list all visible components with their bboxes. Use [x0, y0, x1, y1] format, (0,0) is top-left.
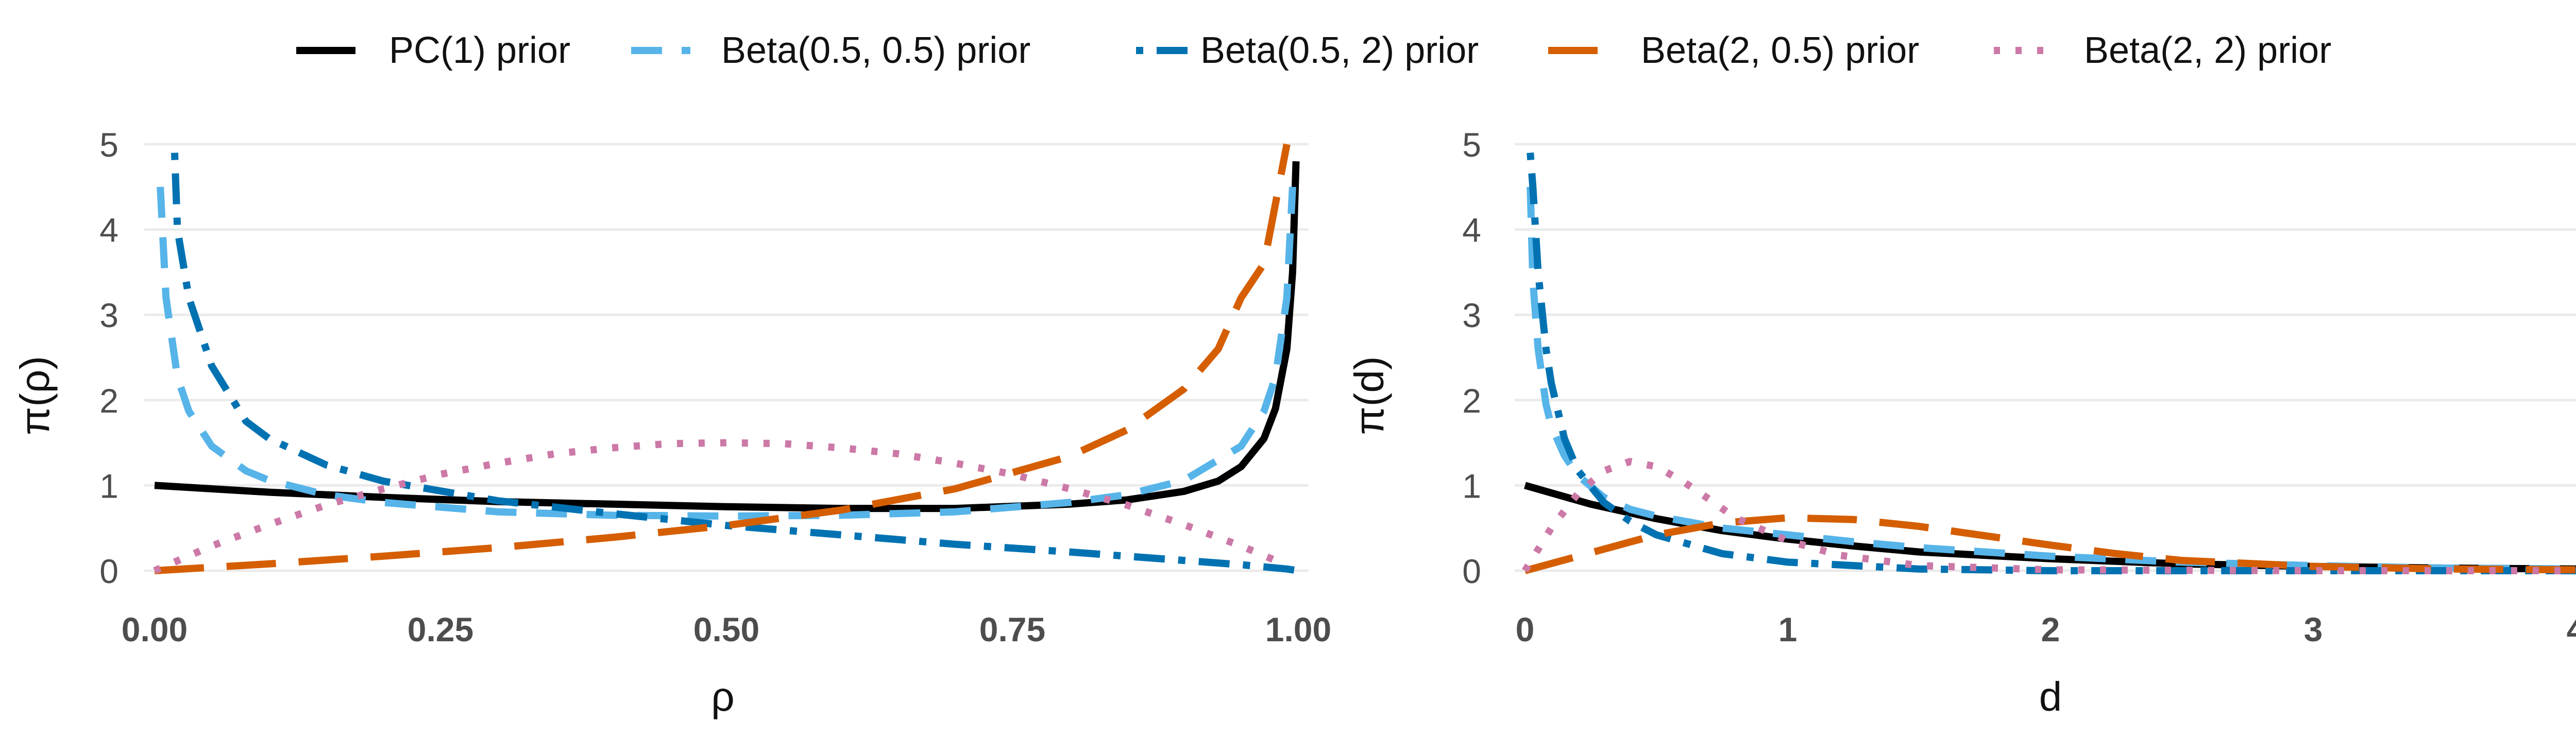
- rho-panel-x-axis-title: ρ: [711, 674, 735, 720]
- d-y-tick-label: 2: [1462, 382, 1481, 420]
- d-y-tick-label: 5: [1462, 126, 1481, 164]
- rho-density-panel: 0 1 2 3 4 5 0.00 0.25 0.50 0.75 1.00: [99, 126, 1331, 648]
- d-x-tick-label: 0: [1516, 610, 1535, 648]
- d-density-panel: 0 1 2 3 4 5 0 1 2 3 4: [1462, 126, 2576, 648]
- legend-label-beta-05-05: Beta(0.5, 0.5) prior: [721, 30, 1030, 71]
- rho-series-beta-2-0-5-prior: [154, 143, 1291, 574]
- rho-x-tick-label: 0.50: [693, 610, 759, 648]
- legend-label-beta-2-2: Beta(2, 2) prior: [2084, 30, 2331, 71]
- rho-y-tick-label: 3: [99, 296, 118, 334]
- d-y-tick-label: 0: [1462, 552, 1481, 590]
- legend-label-beta-2-05: Beta(2, 0.5) prior: [1641, 30, 1919, 71]
- d-y-tick-label: 4: [1462, 211, 1481, 249]
- legend-item-beta-2-2: Beta(2, 2) prior: [1994, 30, 2331, 71]
- rho-series-beta-0-5-2-prior: [171, 152, 1299, 574]
- rho-x-tick-label: 0.25: [408, 610, 473, 648]
- legend-item-pc1: PC(1) prior: [296, 30, 570, 71]
- d-series-beta-2-0-5-prior: [1524, 514, 2576, 574]
- d-y-tick-label: 1: [1462, 467, 1481, 505]
- rho-y-tick-label: 1: [99, 467, 118, 505]
- d-panel-y-axis-title: π(d): [1346, 356, 1392, 435]
- d-x-tick-label: 1: [1778, 610, 1798, 648]
- d-x-tick-label: 4: [2567, 610, 2576, 648]
- legend: PC(1) prior Beta(0.5, 0.5) prior Beta(0.…: [296, 30, 2331, 71]
- legend-item-beta-2-05: Beta(2, 0.5) prior: [1548, 30, 1919, 71]
- d-x-tick-label: 2: [2041, 610, 2060, 648]
- rho-series-beta-0-5-0-5-prior: [157, 186, 1296, 520]
- rho-series-beta-2-2-prior: [153, 439, 1277, 574]
- rho-x-tick-label: 0.00: [122, 610, 188, 648]
- rho-y-tick-label: 0: [99, 552, 118, 590]
- d-panel-x-axis-title: d: [2039, 674, 2062, 720]
- legend-item-beta-05-05: Beta(0.5, 0.5) prior: [631, 30, 1030, 71]
- d-x-tick-label: 3: [2304, 610, 2323, 648]
- rho-series-pc-1-prior: [154, 161, 1300, 512]
- legend-label-beta-05-2: Beta(0.5, 2) prior: [1200, 30, 1479, 71]
- rho-y-tick-label: 4: [99, 211, 118, 249]
- legend-item-beta-05-2: Beta(0.5, 2) prior: [1136, 30, 1479, 71]
- rho-y-tick-label: 2: [99, 382, 118, 420]
- rho-x-tick-label: 0.75: [979, 610, 1045, 648]
- d-y-tick-label: 3: [1462, 296, 1481, 334]
- rho-y-tick-label: 5: [99, 126, 118, 164]
- rho-x-tick-label: 1.00: [1265, 610, 1331, 648]
- d-series-beta-0-5-0-5-prior: [1527, 186, 2576, 573]
- legend-label-pc1: PC(1) prior: [389, 30, 570, 71]
- d-series-beta-0-5-2-prior: [1527, 152, 2576, 574]
- rho-panel-y-axis-title: π(ρ): [12, 356, 58, 435]
